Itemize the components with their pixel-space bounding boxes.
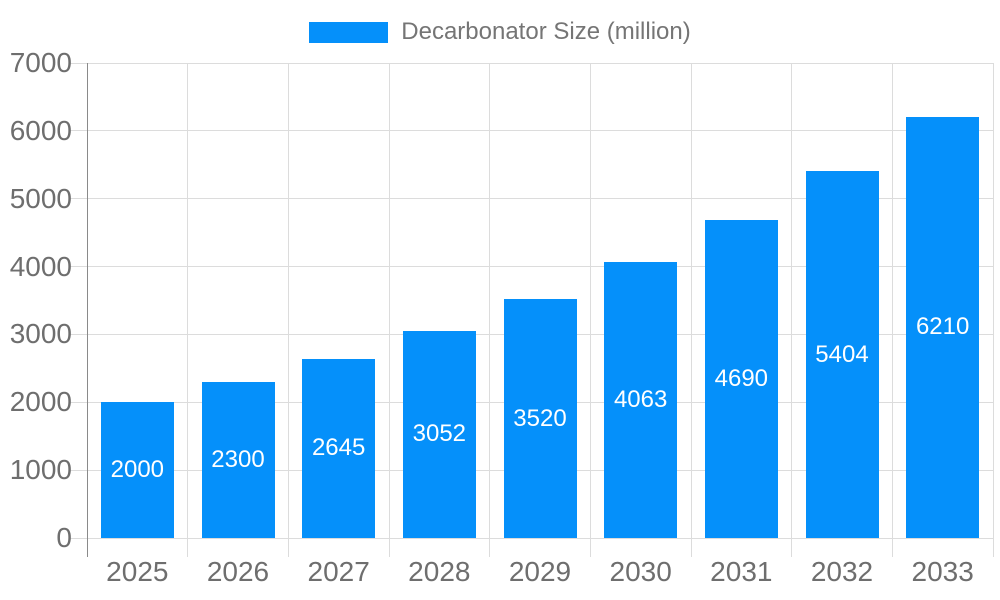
- y-axis-tick: [70, 401, 87, 403]
- bar: 3520: [503, 299, 577, 538]
- x-axis-tick: [992, 538, 994, 557]
- x-axis-label: 2029: [508, 556, 572, 587]
- x-axis-tick: [891, 538, 893, 557]
- y-axis-tick: [70, 469, 87, 471]
- y-axis-tick: [70, 62, 87, 64]
- y-axis-line: [86, 63, 88, 557]
- bar: 6210: [906, 116, 980, 538]
- x-axis-tick: [388, 538, 390, 557]
- bar: 3052: [402, 330, 476, 538]
- x-axis-label: 2027: [307, 556, 370, 587]
- y-axis-label: 3000: [9, 318, 72, 350]
- bar-value-label: 2000: [110, 456, 165, 484]
- x-axis-tick: [589, 538, 591, 557]
- x-axis-label: 2033: [911, 556, 974, 587]
- vertical-gridline: [187, 63, 189, 538]
- bar: 5404: [805, 171, 879, 538]
- x-axis-label: 2026: [206, 556, 270, 587]
- vertical-gridline: [891, 63, 893, 538]
- y-axis-tick: [70, 198, 87, 200]
- chart-legend: Decarbonator Size (million): [0, 18, 1000, 45]
- bar: 2000: [100, 402, 174, 538]
- bar-value-label: 3052: [412, 420, 467, 448]
- vertical-gridline: [992, 63, 994, 538]
- horizontal-gridline: [87, 62, 993, 64]
- y-axis-tick: [70, 266, 87, 268]
- y-axis-tick: [70, 537, 87, 539]
- bar-value-label: 3520: [513, 404, 567, 432]
- x-axis-tick: [287, 538, 289, 557]
- x-axis-tick: [791, 538, 793, 557]
- vertical-gridline: [388, 63, 390, 538]
- bar: 2645: [302, 358, 376, 538]
- x-axis-label: 2032: [810, 556, 874, 587]
- bar-value-label: 2645: [311, 434, 366, 462]
- x-axis-tick: [489, 538, 491, 557]
- y-axis-tick: [70, 130, 87, 132]
- y-axis-label: 2000: [9, 386, 72, 418]
- x-axis-label: 2028: [408, 556, 471, 587]
- x-axis-label: 2025: [106, 556, 169, 587]
- y-axis-label: 0: [56, 522, 72, 553]
- vertical-gridline: [489, 63, 491, 538]
- y-axis-label: 1000: [9, 454, 72, 486]
- x-axis-label: 2030: [609, 556, 672, 587]
- vertical-gridline: [690, 63, 692, 538]
- bar-value-label: 6210: [915, 313, 970, 341]
- x-axis-label: 2031: [710, 556, 773, 587]
- legend-color-swatch: [309, 21, 389, 43]
- vertical-gridline: [791, 63, 793, 538]
- vertical-gridline: [287, 63, 289, 538]
- horizontal-gridline: [87, 266, 993, 268]
- y-axis-label: 4000: [9, 250, 72, 282]
- bar-value-label: 4063: [613, 386, 668, 414]
- y-axis-label: 5000: [9, 182, 72, 214]
- vertical-gridline: [589, 63, 591, 538]
- bar-value-label: 5404: [815, 340, 869, 368]
- bar-value-label: 2300: [211, 445, 265, 473]
- legend-label: Decarbonator Size (million): [401, 18, 691, 45]
- y-axis-label: 7000: [9, 47, 72, 78]
- y-axis-tick: [70, 333, 87, 335]
- horizontal-gridline: [87, 198, 993, 200]
- horizontal-gridline: [87, 537, 993, 539]
- bar: 4690: [704, 219, 778, 538]
- x-axis-tick: [690, 538, 692, 557]
- horizontal-gridline: [87, 130, 993, 132]
- x-axis-tick: [187, 538, 189, 557]
- bar-value-label: 4690: [714, 364, 769, 392]
- bar: 2300: [201, 381, 275, 538]
- y-axis-label: 6000: [9, 114, 72, 146]
- bar: 4063: [604, 262, 678, 538]
